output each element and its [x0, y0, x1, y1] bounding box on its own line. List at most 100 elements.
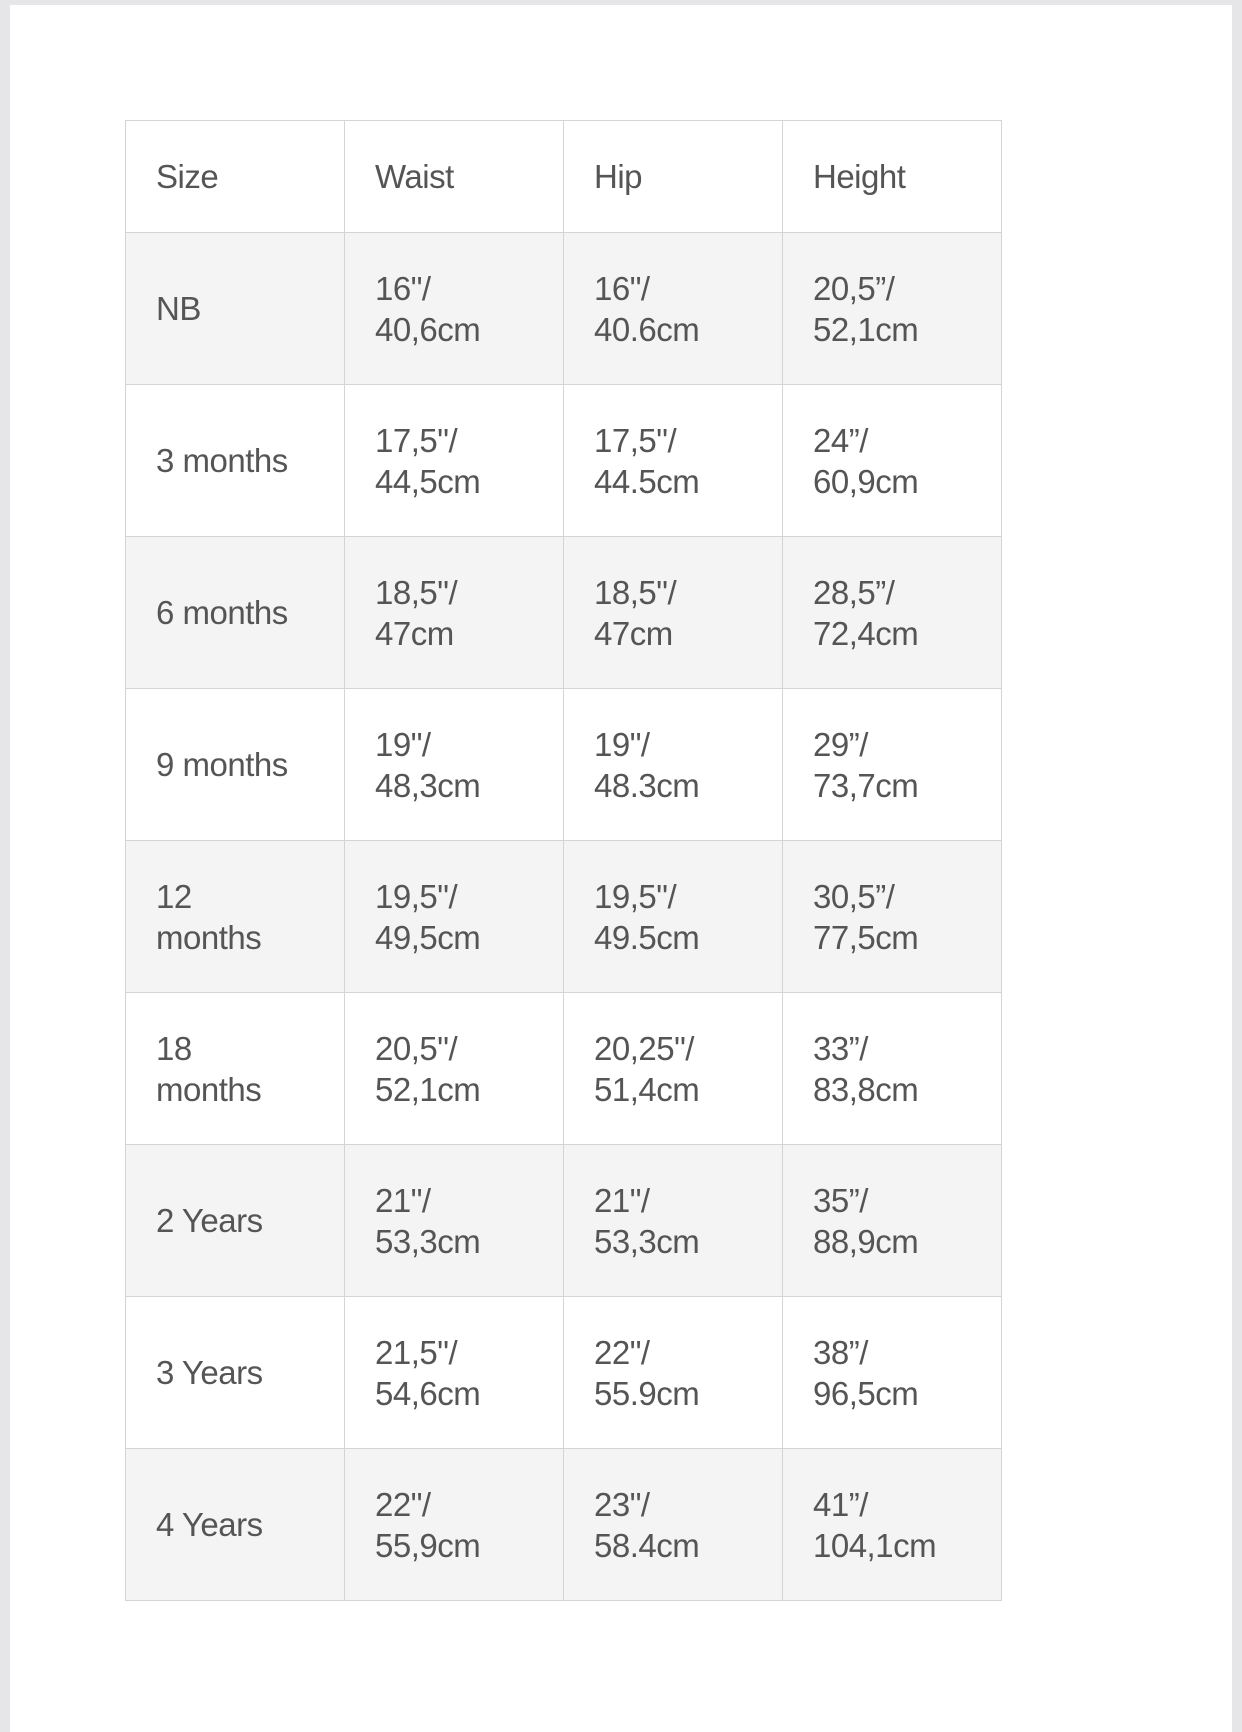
hip-inches: 18,5"/ — [594, 573, 677, 611]
hip-cm: 40.6cm — [594, 310, 700, 348]
height-cell: 41”/104,1cm — [782, 1448, 1002, 1601]
height-inches: 29”/ — [813, 725, 868, 763]
hip-cm: 48.3cm — [594, 766, 700, 804]
height-cell: 29”/73,7cm — [782, 688, 1002, 841]
height-inches: 20,5”/ — [813, 269, 895, 307]
height-cell: 35”/88,9cm — [782, 1144, 1002, 1297]
hip-cm: 53,3cm — [594, 1222, 700, 1260]
hip-inches: 17,5"/ — [594, 421, 677, 459]
hip-cm: 58.4cm — [594, 1526, 700, 1564]
hip-cell: 21"/53,3cm — [563, 1144, 783, 1297]
height-inches: 30,5”/ — [813, 877, 895, 915]
height-cell: 20,5”/52,1cm — [782, 232, 1002, 385]
waist-cell: 16"/40,6cm — [344, 232, 564, 385]
waist-cell: 22"/55,9cm — [344, 1448, 564, 1601]
size-chart-table: Size Waist Hip Height NB 16"/40,6cm 16"/40… — [125, 120, 1002, 1601]
waist-inches: 22"/ — [375, 1485, 431, 1523]
hip-cell: 17,5"/44.5cm — [563, 384, 783, 537]
waist-cm: 44,5cm — [375, 462, 481, 500]
waist-cm: 54,6cm — [375, 1374, 481, 1412]
waist-cm: 48,3cm — [375, 766, 481, 804]
height-cm: 52,1cm — [813, 310, 919, 348]
height-cell: 28,5”/72,4cm — [782, 536, 1002, 689]
hip-inches: 19"/ — [594, 725, 650, 763]
waist-inches: 20,5"/ — [375, 1029, 458, 1067]
waist-cm: 53,3cm — [375, 1222, 481, 1260]
table-row: 6 months 18,5"/47cm 18,5"/47cm 28,5”/72,4cm — [125, 536, 1002, 689]
height-cm: 96,5cm — [813, 1374, 919, 1412]
hip-cell: 20,25"/51,4cm — [563, 992, 783, 1145]
size-cell: 12 months — [125, 840, 345, 993]
height-cm: 83,8cm — [813, 1070, 919, 1108]
height-inches: 33”/ — [813, 1029, 868, 1067]
height-inches: 35”/ — [813, 1181, 868, 1219]
height-cell: 38”/96,5cm — [782, 1296, 1002, 1449]
hip-cm: 55.9cm — [594, 1374, 700, 1412]
table-row: NB 16"/40,6cm 16"/40.6cm 20,5”/52,1cm — [125, 232, 1002, 385]
size-cell: 6 months — [125, 536, 345, 689]
hip-inches: 21"/ — [594, 1181, 650, 1219]
height-inches: 38”/ — [813, 1333, 868, 1371]
waist-inches: 21,5"/ — [375, 1333, 458, 1371]
waist-inches: 17,5"/ — [375, 421, 458, 459]
hip-cell: 22"/55.9cm — [563, 1296, 783, 1449]
waist-cm: 52,1cm — [375, 1070, 481, 1108]
header-size: Size — [125, 120, 345, 233]
height-cm: 77,5cm — [813, 918, 919, 956]
header-hip: Hip — [563, 120, 783, 233]
waist-inches: 16"/ — [375, 269, 431, 307]
hip-inches: 20,25"/ — [594, 1029, 694, 1067]
hip-cell: 16"/40.6cm — [563, 232, 783, 385]
waist-cm: 49,5cm — [375, 918, 481, 956]
size-cell: 3 Years — [125, 1296, 345, 1449]
hip-cm: 51,4cm — [594, 1070, 700, 1108]
size-cell: 2 Years — [125, 1144, 345, 1297]
height-cell: 33”/83,8cm — [782, 992, 1002, 1145]
height-cm: 60,9cm — [813, 462, 919, 500]
height-cm: 73,7cm — [813, 766, 919, 804]
table-row: 3 Years 21,5"/54,6cm 22"/55.9cm 38”/96,5cm — [125, 1296, 1002, 1449]
page: Size Waist Hip Height NB 16"/40,6cm 16"/40… — [10, 5, 1232, 1732]
hip-cm: 44.5cm — [594, 462, 700, 500]
waist-cm: 40,6cm — [375, 310, 481, 348]
waist-cell: 19"/48,3cm — [344, 688, 564, 841]
waist-cell: 17,5"/44,5cm — [344, 384, 564, 537]
table-row: 3 months 17,5"/44,5cm 17,5"/44.5cm 24”/60,9… — [125, 384, 1002, 537]
hip-inches: 23"/ — [594, 1485, 650, 1523]
waist-inches: 21"/ — [375, 1181, 431, 1219]
height-cell: 30,5”/77,5cm — [782, 840, 1002, 993]
table-header-row: Size Waist Hip Height — [125, 120, 1002, 233]
height-cm: 104,1cm — [813, 1526, 937, 1564]
size-cell: NB — [125, 232, 345, 385]
waist-cm: 55,9cm — [375, 1526, 481, 1564]
table-row: 12 months 19,5"/49,5cm 19,5"/49.5cm 30,5”/7… — [125, 840, 1002, 993]
hip-cm: 47cm — [594, 614, 673, 652]
height-inches: 24”/ — [813, 421, 868, 459]
waist-inches: 19"/ — [375, 725, 431, 763]
size-cell: 18 months — [125, 992, 345, 1145]
header-height: Height — [782, 120, 1002, 233]
height-inches: 28,5”/ — [813, 573, 895, 611]
size-cell: 9 months — [125, 688, 345, 841]
hip-cell: 19,5"/49.5cm — [563, 840, 783, 993]
waist-cell: 20,5"/52,1cm — [344, 992, 564, 1145]
height-cm: 88,9cm — [813, 1222, 919, 1260]
hip-cell: 18,5"/47cm — [563, 536, 783, 689]
hip-inches: 22"/ — [594, 1333, 650, 1371]
table-row: 2 Years 21"/53,3cm 21"/53,3cm 35”/88,9cm — [125, 1144, 1002, 1297]
hip-inches: 19,5"/ — [594, 877, 677, 915]
height-cell: 24”/60,9cm — [782, 384, 1002, 537]
size-cell: 3 months — [125, 384, 345, 537]
table-row: 9 months 19"/48,3cm 19"/48.3cm 29”/73,7cm — [125, 688, 1002, 841]
waist-inches: 18,5"/ — [375, 573, 458, 611]
waist-cm: 47cm — [375, 614, 454, 652]
hip-inches: 16"/ — [594, 269, 650, 307]
height-cm: 72,4cm — [813, 614, 919, 652]
waist-cell: 21,5"/54,6cm — [344, 1296, 564, 1449]
hip-cell: 19"/48.3cm — [563, 688, 783, 841]
waist-inches: 19,5"/ — [375, 877, 458, 915]
size-cell: 4 Years — [125, 1448, 345, 1601]
hip-cell: 23"/58.4cm — [563, 1448, 783, 1601]
hip-cm: 49.5cm — [594, 918, 700, 956]
waist-cell: 18,5"/47cm — [344, 536, 564, 689]
